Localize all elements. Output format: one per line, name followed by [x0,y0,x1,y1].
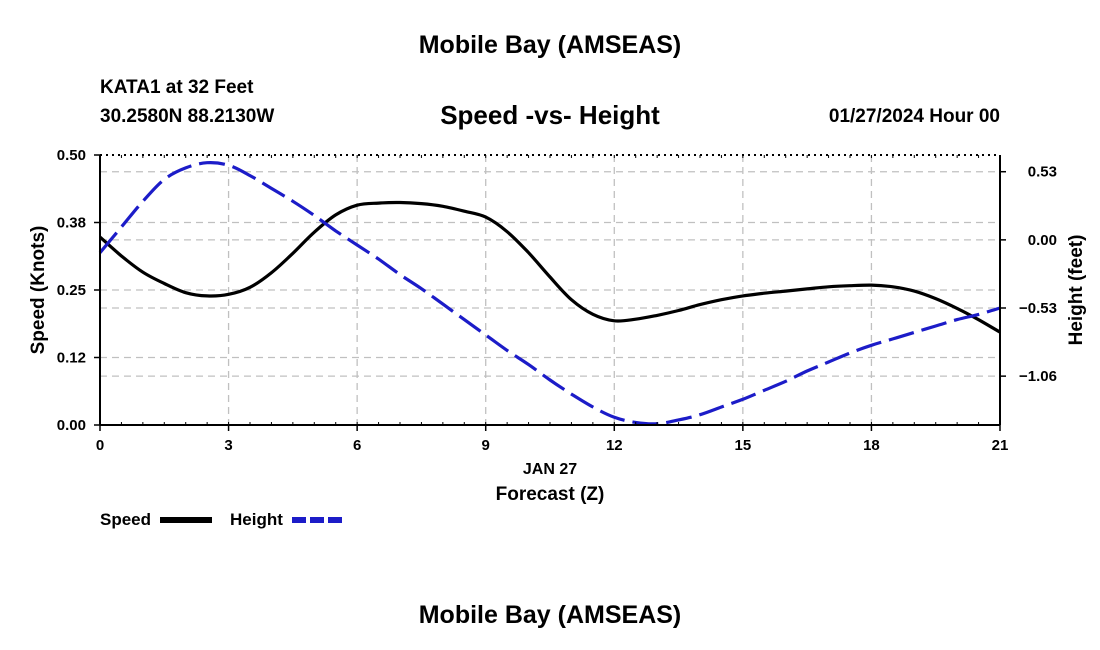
x-tick-label: 6 [353,437,361,454]
x-axis-date-label: JAN 27 [523,461,577,478]
y-tick-label: 0.25 [57,282,86,299]
forecast-datetime: 01/27/2024 Hour 00 [828,106,1000,127]
chart-subtitle: Speed -vs- Height [440,100,660,130]
y-tick-label: 0.12 [57,350,86,367]
x-tick-label: 21 [992,437,1009,454]
legend-height-label: Height [230,510,283,529]
legend: Speed Height [100,510,342,529]
y2-axis-title: Height (feet) [1066,235,1087,346]
y2-tick-label: 0.00 [1028,232,1057,249]
y-tick-label: 0.38 [57,215,86,232]
y-tick-label: 0.50 [57,147,86,164]
x-tick-label: 9 [482,437,490,454]
x-tick-label: 0 [96,437,104,454]
page-title: Mobile Bay (AMSEAS) [418,31,682,59]
station-coordinates: 30.2580N 88.2130W [100,106,275,127]
x-axis-title: Forecast (Z) [496,484,605,505]
y-axis-title: Speed (Knots) [28,226,49,355]
x-tick-label: 18 [863,437,880,454]
x-tick-label: 12 [606,437,623,454]
tick-labels: 0 3 6 9 12 15 18 21 0.00 0.12 0.25 0.38 0.50 0.53 0.00… [57,147,1057,454]
series-line-speed [98,200,1001,334]
y2-tick-label: −1.06 [1019,368,1057,385]
legend-speed-label: Speed [100,510,151,529]
footer-title: Mobile Bay (AMSEAS) [418,601,682,629]
x-tick-label: 3 [224,437,232,454]
grid [100,155,1000,425]
series-line-height [98,161,1001,426]
series-layer [98,161,1001,426]
x-tick-label: 15 [735,437,752,454]
station-label: KATA1 at 32 Feet [100,77,254,98]
y-tick-label: 0.00 [57,417,86,434]
y2-tick-label: 0.53 [1028,164,1057,181]
y2-tick-label: −0.53 [1019,300,1057,317]
plot-frame [94,154,1006,431]
